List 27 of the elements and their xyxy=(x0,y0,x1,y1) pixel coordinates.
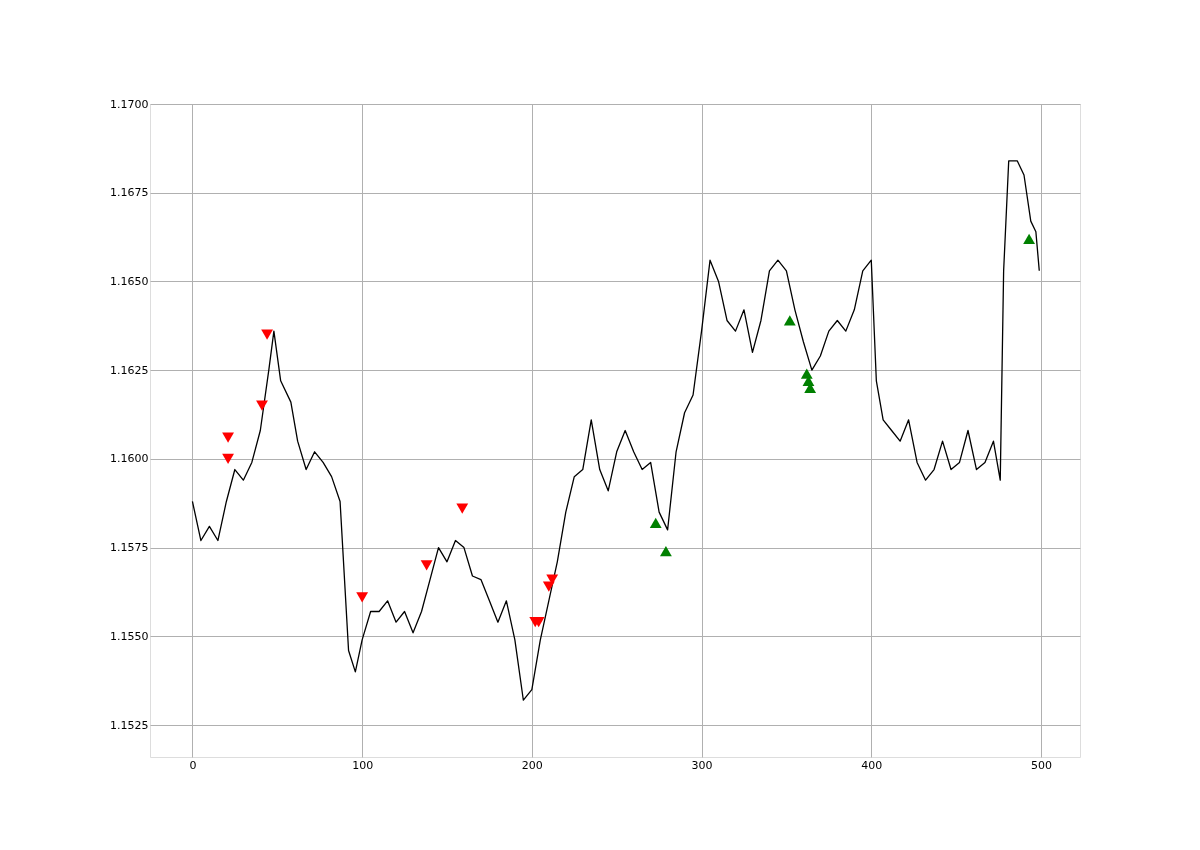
y-tick-label: 1.1700 xyxy=(110,97,149,111)
point xyxy=(261,329,274,340)
point xyxy=(222,432,234,443)
point xyxy=(356,592,369,603)
point xyxy=(660,546,672,557)
point xyxy=(546,574,559,585)
line-series xyxy=(191,160,1040,701)
y-tick-label: 1.1600 xyxy=(110,452,149,466)
point xyxy=(222,453,234,465)
y-tick-label: 1.1625 xyxy=(110,363,149,377)
x-tick-label: 100 xyxy=(352,758,374,772)
x-tick-label: 200 xyxy=(521,758,543,772)
point xyxy=(456,503,469,514)
point xyxy=(420,560,433,571)
y-tick-label: 1.1575 xyxy=(110,541,149,555)
y-tick-label: 1.1525 xyxy=(110,718,149,732)
point xyxy=(1023,233,1035,244)
point xyxy=(783,315,796,326)
y-tick-label: 1.1675 xyxy=(110,186,149,200)
point xyxy=(800,368,813,379)
x-tick-label: 0 xyxy=(189,758,197,772)
x-tick-label: 400 xyxy=(861,758,883,772)
point xyxy=(649,517,662,528)
x-tick-label: 300 xyxy=(691,758,713,772)
x-tick-label: 500 xyxy=(1030,758,1052,772)
y-tick-label: 1.1650 xyxy=(110,274,149,288)
y-tick-label: 1.1550 xyxy=(110,629,149,643)
